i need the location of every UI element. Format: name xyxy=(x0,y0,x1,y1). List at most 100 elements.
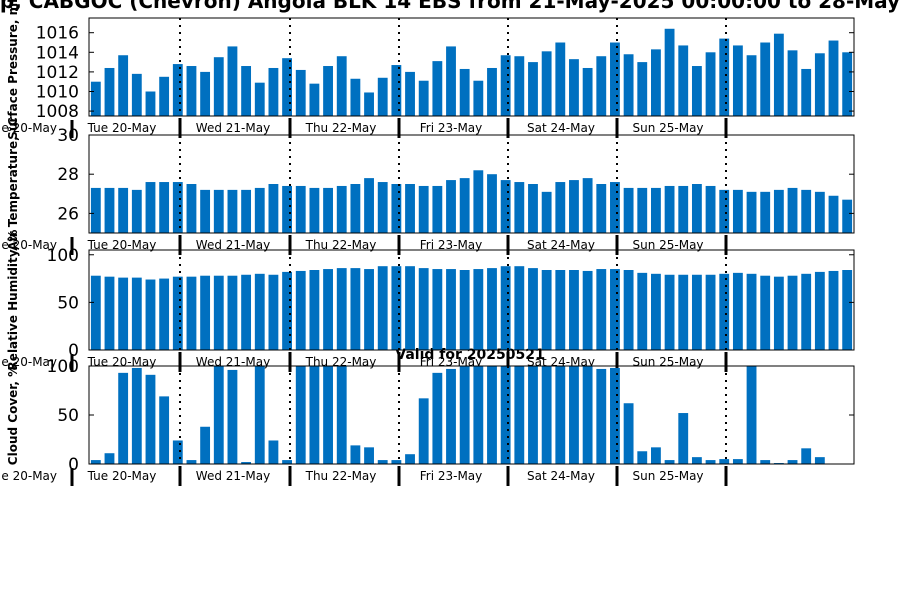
bar xyxy=(254,82,265,116)
bar xyxy=(828,195,839,233)
bar xyxy=(582,178,593,233)
bar xyxy=(118,187,129,233)
bar xyxy=(637,187,648,233)
bar xyxy=(104,187,115,233)
bar xyxy=(473,80,484,116)
bar xyxy=(254,187,265,233)
bar xyxy=(391,460,402,464)
bar xyxy=(623,54,634,116)
bar xyxy=(268,184,279,233)
x-day-label: Wed 21-May xyxy=(196,121,270,135)
bar xyxy=(842,199,853,233)
bar xyxy=(268,440,279,464)
bar xyxy=(569,366,579,464)
y-axis-label: Cloud Cover, % xyxy=(6,365,20,465)
bar xyxy=(336,185,347,233)
bar xyxy=(323,366,333,464)
bar xyxy=(514,182,525,233)
bar xyxy=(145,374,156,464)
x-day-label: Sun 25-May xyxy=(632,238,703,252)
y-tick-label: 0 xyxy=(68,455,79,475)
bar xyxy=(500,55,511,116)
y-tick-label: 1010 xyxy=(36,83,79,103)
bar xyxy=(90,460,101,464)
bar xyxy=(569,270,579,350)
bar xyxy=(514,366,525,464)
bar xyxy=(227,275,238,350)
bar xyxy=(691,66,702,116)
bar xyxy=(651,49,661,116)
bar xyxy=(487,174,497,233)
bar xyxy=(295,366,306,464)
bar xyxy=(200,426,211,464)
bar xyxy=(213,189,224,233)
bar xyxy=(814,53,825,116)
bar xyxy=(842,270,853,350)
bar xyxy=(309,270,320,350)
bar xyxy=(582,366,593,464)
bar xyxy=(705,274,716,350)
bar xyxy=(569,59,579,116)
bar xyxy=(432,269,443,350)
bar xyxy=(295,270,306,350)
bar xyxy=(760,42,771,116)
bar xyxy=(705,460,716,464)
bar xyxy=(773,33,784,116)
x-day-label: Thu 22-May xyxy=(305,238,377,252)
bar xyxy=(118,277,129,350)
bar xyxy=(405,266,415,350)
bar xyxy=(282,460,292,464)
bar xyxy=(828,40,839,116)
y-tick-label: 1016 xyxy=(36,24,79,44)
x-day-label: Sun 25-May xyxy=(632,469,703,483)
bar xyxy=(705,185,716,233)
bar xyxy=(159,182,170,233)
bar xyxy=(295,185,306,233)
bar xyxy=(814,271,825,350)
y-axis-label: Surface Pressure, mb xyxy=(6,0,20,140)
bar xyxy=(364,269,374,350)
bar xyxy=(213,366,224,464)
bar xyxy=(159,396,170,464)
bar xyxy=(787,460,798,464)
bar xyxy=(555,42,566,116)
bar xyxy=(186,460,197,464)
panel-frame xyxy=(88,134,855,234)
bar xyxy=(418,80,429,116)
bar xyxy=(145,91,156,116)
bar xyxy=(309,83,320,116)
bar xyxy=(678,185,689,233)
y-tick-label: 1008 xyxy=(36,102,79,122)
bar xyxy=(801,448,812,464)
bar xyxy=(691,184,702,233)
bar xyxy=(732,45,743,116)
bar xyxy=(473,366,484,464)
bar xyxy=(446,180,456,233)
x-day-label: Fri 23-May xyxy=(420,121,483,135)
bar xyxy=(90,275,101,350)
x-day-label: Fri 23-May xyxy=(420,238,483,252)
bar xyxy=(610,182,620,233)
bar xyxy=(473,269,484,350)
bar xyxy=(90,187,101,233)
bar xyxy=(678,45,689,116)
bar xyxy=(364,92,374,116)
y-tick-label: 0 xyxy=(68,341,79,361)
bar xyxy=(323,187,333,233)
bar xyxy=(664,185,675,233)
x-day-label: Sun 25-May xyxy=(632,121,703,135)
bar xyxy=(459,68,470,116)
bar xyxy=(131,277,142,350)
bar xyxy=(309,366,320,464)
bar xyxy=(801,273,812,350)
bar xyxy=(651,273,661,350)
bar xyxy=(268,274,279,350)
bar xyxy=(678,274,689,350)
bar xyxy=(282,58,292,116)
bar xyxy=(719,189,730,233)
bar xyxy=(377,460,388,464)
x-left-label: e 20-May xyxy=(1,238,57,252)
bar xyxy=(746,191,757,233)
x-left-label: e 20-May xyxy=(1,469,57,483)
